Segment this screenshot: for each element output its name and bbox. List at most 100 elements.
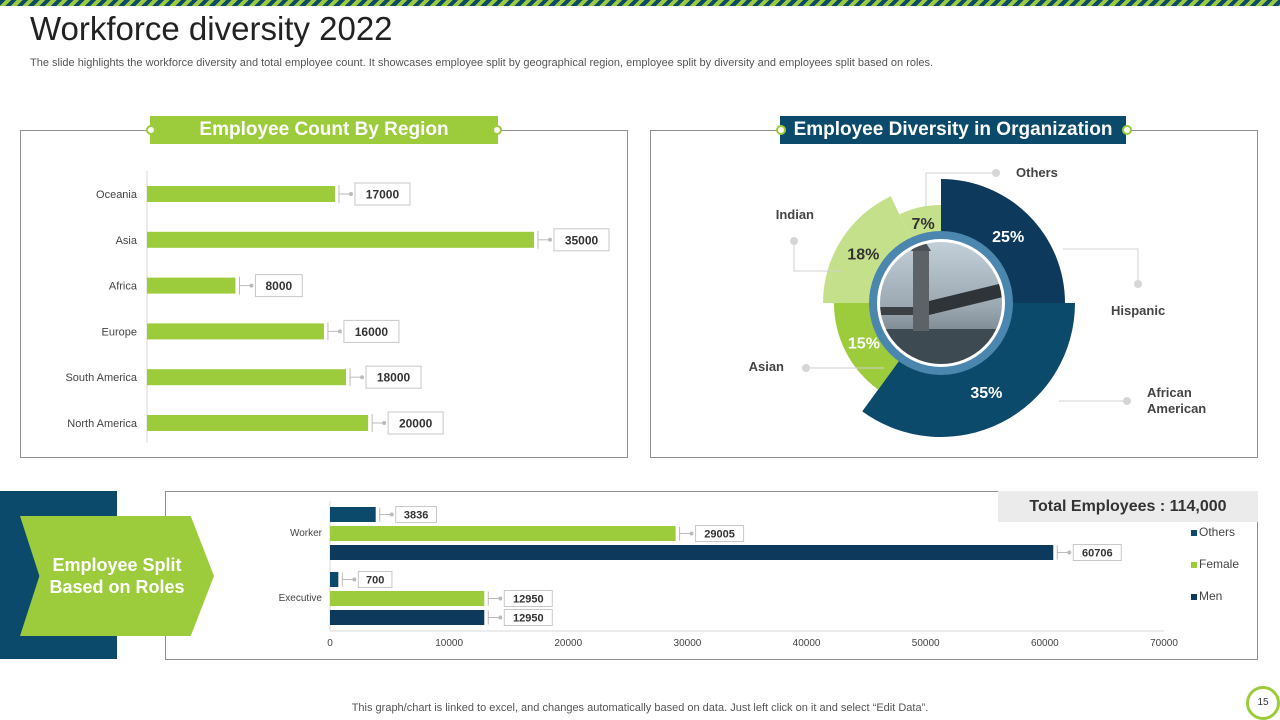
- leader-dot: [337, 329, 342, 334]
- header-dot-icon: [776, 125, 786, 135]
- roles-title-arrow: Employee Split Based on Roles: [20, 516, 214, 636]
- legend-swatch: [1191, 562, 1197, 568]
- legend-swatch: [1191, 594, 1197, 600]
- bar: [147, 277, 236, 294]
- bar: [330, 572, 339, 587]
- data-label: 35000: [565, 233, 599, 247]
- x-tick-label: 50000: [912, 638, 940, 649]
- data-label-box: [387, 411, 444, 435]
- leader-dot: [382, 421, 387, 425]
- total-employees-box: Total Employees : 114,000: [998, 491, 1258, 522]
- bar: [147, 186, 335, 202]
- data-label-box: [365, 365, 422, 389]
- roles-bar-chart[interactable]: 0 10000 20000 30000 40000 50000 60000 70000 Work…: [166, 492, 1257, 659]
- data-label: 12950: [513, 613, 544, 625]
- data-label: 3836: [404, 510, 428, 522]
- pie-slice: [862, 303, 1075, 437]
- category-label: Hispanic: [1111, 303, 1165, 318]
- category-label: Asia: [116, 235, 138, 247]
- bar: [147, 231, 534, 248]
- label-leader: [793, 241, 841, 272]
- diversity-panel-title: Employee Diversity in Organization: [780, 116, 1126, 144]
- data-label-box: [343, 319, 400, 343]
- label-leader-dot: [790, 237, 798, 245]
- bar: [147, 369, 347, 386]
- x-tick-label: 0: [327, 638, 333, 649]
- bar: [330, 610, 485, 625]
- legend-label: Others: [1199, 525, 1235, 539]
- roles-panel: 0 10000 20000 30000 40000 50000 60000 70000 Work…: [165, 491, 1258, 660]
- x-tick-label: 60000: [1031, 638, 1059, 649]
- region-panel-title: Employee Count By Region: [150, 116, 498, 144]
- label-leader-dot: [1123, 397, 1131, 405]
- data-label-box: [357, 571, 393, 588]
- photo-bridge: [929, 283, 1003, 315]
- pie-slice: [941, 179, 1065, 303]
- bar: [330, 526, 676, 541]
- category-label: Asian: [749, 359, 784, 374]
- page-title: Workforce diversity 2022: [30, 10, 393, 47]
- leader-dot: [389, 512, 394, 517]
- category-label: South America: [65, 372, 137, 384]
- label-leader-dot: [802, 364, 810, 372]
- legend-label: Female: [1199, 557, 1239, 571]
- footer-note: This graph/chart is linked to excel, and…: [351, 702, 929, 714]
- top-stripe: [0, 0, 1280, 6]
- category-label: Worker: [290, 528, 323, 539]
- bar: [147, 323, 324, 340]
- slice-value-label: 35%: [970, 385, 1002, 402]
- photo-border: [878, 240, 1004, 366]
- data-label-box: [354, 182, 411, 206]
- leader-dot: [498, 615, 503, 620]
- slice-value-label: 15%: [848, 335, 880, 352]
- data-label: 60706: [1082, 548, 1113, 560]
- data-label: 16000: [355, 325, 389, 339]
- category-label: North America: [67, 418, 138, 430]
- x-tick-label: 70000: [1150, 638, 1178, 649]
- pie-slice: [823, 196, 917, 303]
- header-dot-icon: [492, 125, 502, 135]
- data-label: 12950: [513, 594, 544, 606]
- data-label: 8000: [266, 279, 293, 293]
- category-label: American: [1147, 401, 1206, 416]
- legend-label: Men: [1199, 589, 1222, 603]
- category-label: Europe: [102, 326, 137, 338]
- slice-value-label: 18%: [847, 247, 879, 264]
- region-bar-chart[interactable]: Oceania 17000 Asia 35000 Africa 8000 Europe 160…: [21, 131, 627, 457]
- data-label-box: [1072, 544, 1122, 561]
- category-label: Executive: [279, 593, 323, 604]
- bar: [330, 507, 376, 522]
- data-label-box: [254, 274, 303, 298]
- label-leader: [1063, 248, 1139, 283]
- data-label-box: [395, 506, 438, 523]
- leader-dot: [1067, 550, 1072, 555]
- data-label-box: [503, 590, 553, 607]
- leader-dot: [689, 531, 694, 536]
- leader-dot: [548, 237, 552, 242]
- region-panel: Oceania 17000 Asia 35000 Africa 8000 Europe 160…: [20, 130, 628, 458]
- leader-dot: [360, 375, 365, 380]
- data-label: 29005: [704, 529, 735, 541]
- data-label: 20000: [399, 417, 433, 431]
- bar: [330, 591, 485, 606]
- data-label-box: [695, 525, 745, 542]
- header-dot-icon: [146, 125, 156, 135]
- bar: [330, 545, 1054, 560]
- category-label: Africa: [109, 281, 138, 293]
- data-label: 700: [366, 575, 384, 587]
- page-subtitle: The slide highlights the workforce diver…: [30, 57, 934, 69]
- slice-value-label: 7%: [912, 216, 935, 233]
- data-label-box: [503, 609, 553, 626]
- category-label: Indian: [776, 207, 814, 222]
- data-label-box: [553, 228, 610, 252]
- photo-bridge-left: [879, 307, 913, 315]
- x-tick-label: 10000: [435, 638, 463, 649]
- data-label: 17000: [366, 188, 400, 202]
- page-number: 15: [1246, 686, 1280, 720]
- label-leader-dot: [1134, 280, 1142, 288]
- roles-title: Employee Split Based on Roles: [49, 555, 185, 597]
- photo-tower: [913, 249, 929, 331]
- header-dot-icon: [1122, 125, 1132, 135]
- category-label: Oceania: [96, 189, 138, 201]
